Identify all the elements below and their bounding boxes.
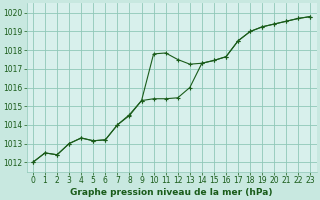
X-axis label: Graphe pression niveau de la mer (hPa): Graphe pression niveau de la mer (hPa) xyxy=(70,188,273,197)
